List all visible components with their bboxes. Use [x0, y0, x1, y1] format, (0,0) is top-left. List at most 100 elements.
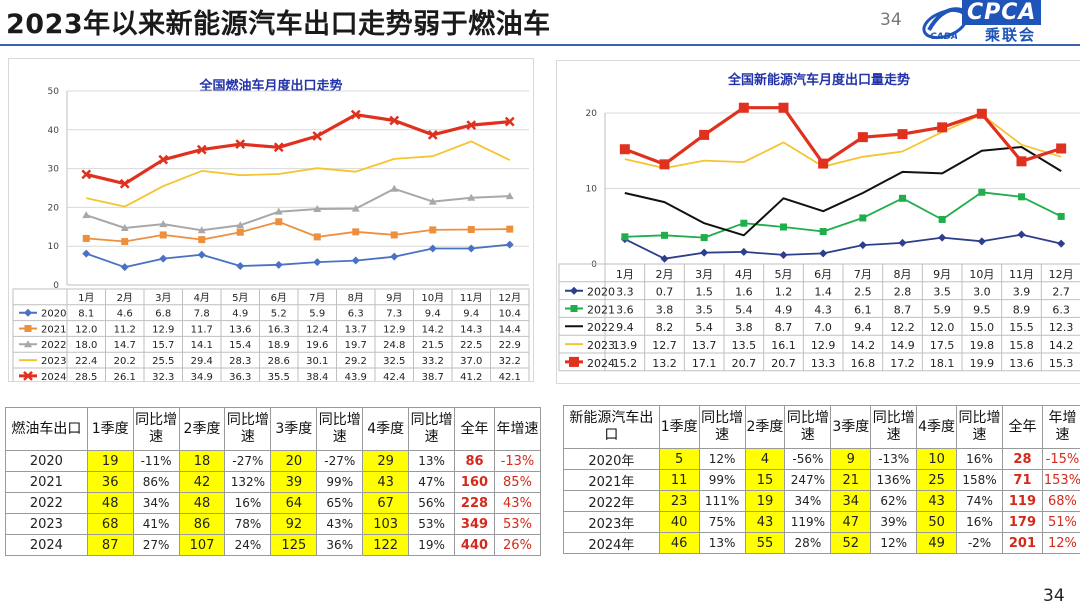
legend-marker [23, 371, 33, 381]
table-cell: 65% [316, 492, 364, 514]
data-point [659, 159, 670, 170]
data-point [621, 233, 629, 241]
series-line-2021 [86, 220, 510, 243]
page-number-top: 34 [880, 10, 902, 30]
table-cell: 11 [658, 469, 700, 491]
series-2024 [81, 109, 515, 189]
nev-table-row: 2022年 23 111% 19 34% 34 62% 43 74% 119 68% [563, 490, 1080, 512]
header-cell: 同比增速 [784, 405, 832, 449]
table-cell: -56% [784, 448, 832, 470]
table-cell: 39% [870, 511, 918, 533]
table-value: 2.8 [894, 286, 912, 299]
data-point [429, 226, 437, 234]
y-tick-label: 0 [53, 281, 59, 291]
table-cell: -13% [870, 448, 918, 470]
table-cell: 86 [178, 513, 226, 535]
data-point [506, 225, 514, 233]
data-point [390, 231, 398, 239]
table-value: 4.9 [232, 309, 248, 320]
header-cell: 4季度 [916, 405, 958, 449]
x-tick-label: 10月 [421, 292, 444, 304]
ice-quarterly-table: 燃油车出口 1季度 同比增速 2季度 同比增速 3季度 同比增速 4季度 同比增速 全年 年增速 20… [5, 407, 542, 556]
table-cell: 18 [178, 450, 226, 472]
table-value: 7.0 [814, 321, 832, 334]
header-cell: 同比增速 [956, 405, 1003, 449]
data-point [121, 238, 129, 246]
table-cell: 247% [784, 469, 832, 491]
table-value: 12.3 [1049, 321, 1074, 334]
table-value: 8.7 [775, 321, 793, 334]
header-cell: 全年 [1001, 405, 1043, 449]
table-cell: 2024 [5, 534, 88, 556]
data-point [780, 223, 787, 231]
table-value: 28.3 [229, 356, 251, 367]
x-tick-label: 4月 [735, 268, 753, 281]
table-cell: 36% [316, 534, 364, 556]
table-cell: 43% [316, 513, 364, 535]
table-cell: 43% [493, 492, 542, 514]
table-value: 6.1 [854, 303, 872, 316]
nev-table-row: 2021年 11 99% 15 247% 21 136% 25 158% 71 153% [563, 469, 1080, 491]
series-line-2024 [624, 106, 1062, 166]
data-point [159, 231, 167, 239]
table-value: 12.0 [75, 324, 97, 335]
x-tick-label: 12月 [498, 292, 521, 304]
legend-label: 2022 [41, 340, 66, 351]
table-cell: 56% [408, 492, 456, 514]
data-point [273, 142, 284, 153]
table-value: 38.7 [422, 372, 444, 381]
table-value: 18.9 [268, 340, 290, 351]
table-value: 6.3 [1052, 303, 1070, 316]
table-cell: 15 [744, 469, 786, 491]
table-value: 3.9 [1013, 286, 1031, 299]
data-point [819, 228, 827, 236]
table-value: 12.9 [811, 339, 836, 352]
table-cell: 62% [870, 490, 918, 512]
table-value: 26.1 [114, 372, 136, 381]
legend-entry-2022: 2022 [565, 321, 615, 334]
table-cell: 43 [916, 490, 958, 512]
table-cell: -27% [224, 450, 272, 472]
series-line-2020 [86, 243, 510, 269]
y-tick-label: 50 [48, 87, 60, 97]
table-value: 7.8 [194, 309, 210, 320]
header-cell: 同比增速 [870, 405, 918, 449]
table-value: 15.0 [970, 321, 995, 334]
table-value: 3.5 [695, 303, 713, 316]
header-cell: 2季度 [178, 407, 226, 451]
data-point [505, 240, 514, 249]
table-value: 12.2 [890, 321, 915, 334]
data-point [819, 249, 828, 258]
data-point [274, 260, 283, 269]
table-cell: 42 [178, 471, 226, 493]
page-number-bottom: 34 [1043, 586, 1065, 606]
ice-table-row: 2020 19 -11% 18 -27% 20 -27% 29 13% 86 -13% [5, 450, 542, 472]
series-2020 [82, 240, 514, 272]
table-cell: 20 [270, 450, 318, 472]
table-cell: 40 [658, 511, 700, 533]
data-point [976, 108, 987, 119]
table-value: 43.9 [345, 372, 367, 381]
table-value: 16.3 [268, 324, 290, 335]
header-cell: 年增速 [1041, 405, 1080, 449]
table-value: 3.8 [735, 321, 753, 334]
series-2020 [620, 230, 1066, 263]
table-cell: 78% [224, 513, 272, 535]
table-value: 9.4 [854, 321, 872, 334]
series-line-2021 [624, 191, 1062, 239]
table-value: 6.8 [155, 309, 171, 320]
data-point [120, 223, 129, 231]
ice-chart-panel: 全国燃油车月度出口走势 0 10 20 30 40 50 1月 2月 3月 4月 5月 6月 7月 8月 9… [8, 58, 534, 382]
table-value: 14.7 [114, 340, 136, 351]
data-point [352, 228, 360, 236]
table-cell: 86% [132, 471, 180, 493]
table-cell: -13% [493, 450, 542, 472]
table-cell: 86 [454, 450, 495, 472]
data-point [700, 248, 709, 257]
x-tick-label: 3月 [155, 292, 171, 304]
data-point [699, 129, 710, 140]
table-cell: 34% [784, 490, 832, 512]
table-cell: 75% [698, 511, 746, 533]
data-point [467, 226, 475, 234]
table-value: 14.9 [890, 339, 915, 352]
